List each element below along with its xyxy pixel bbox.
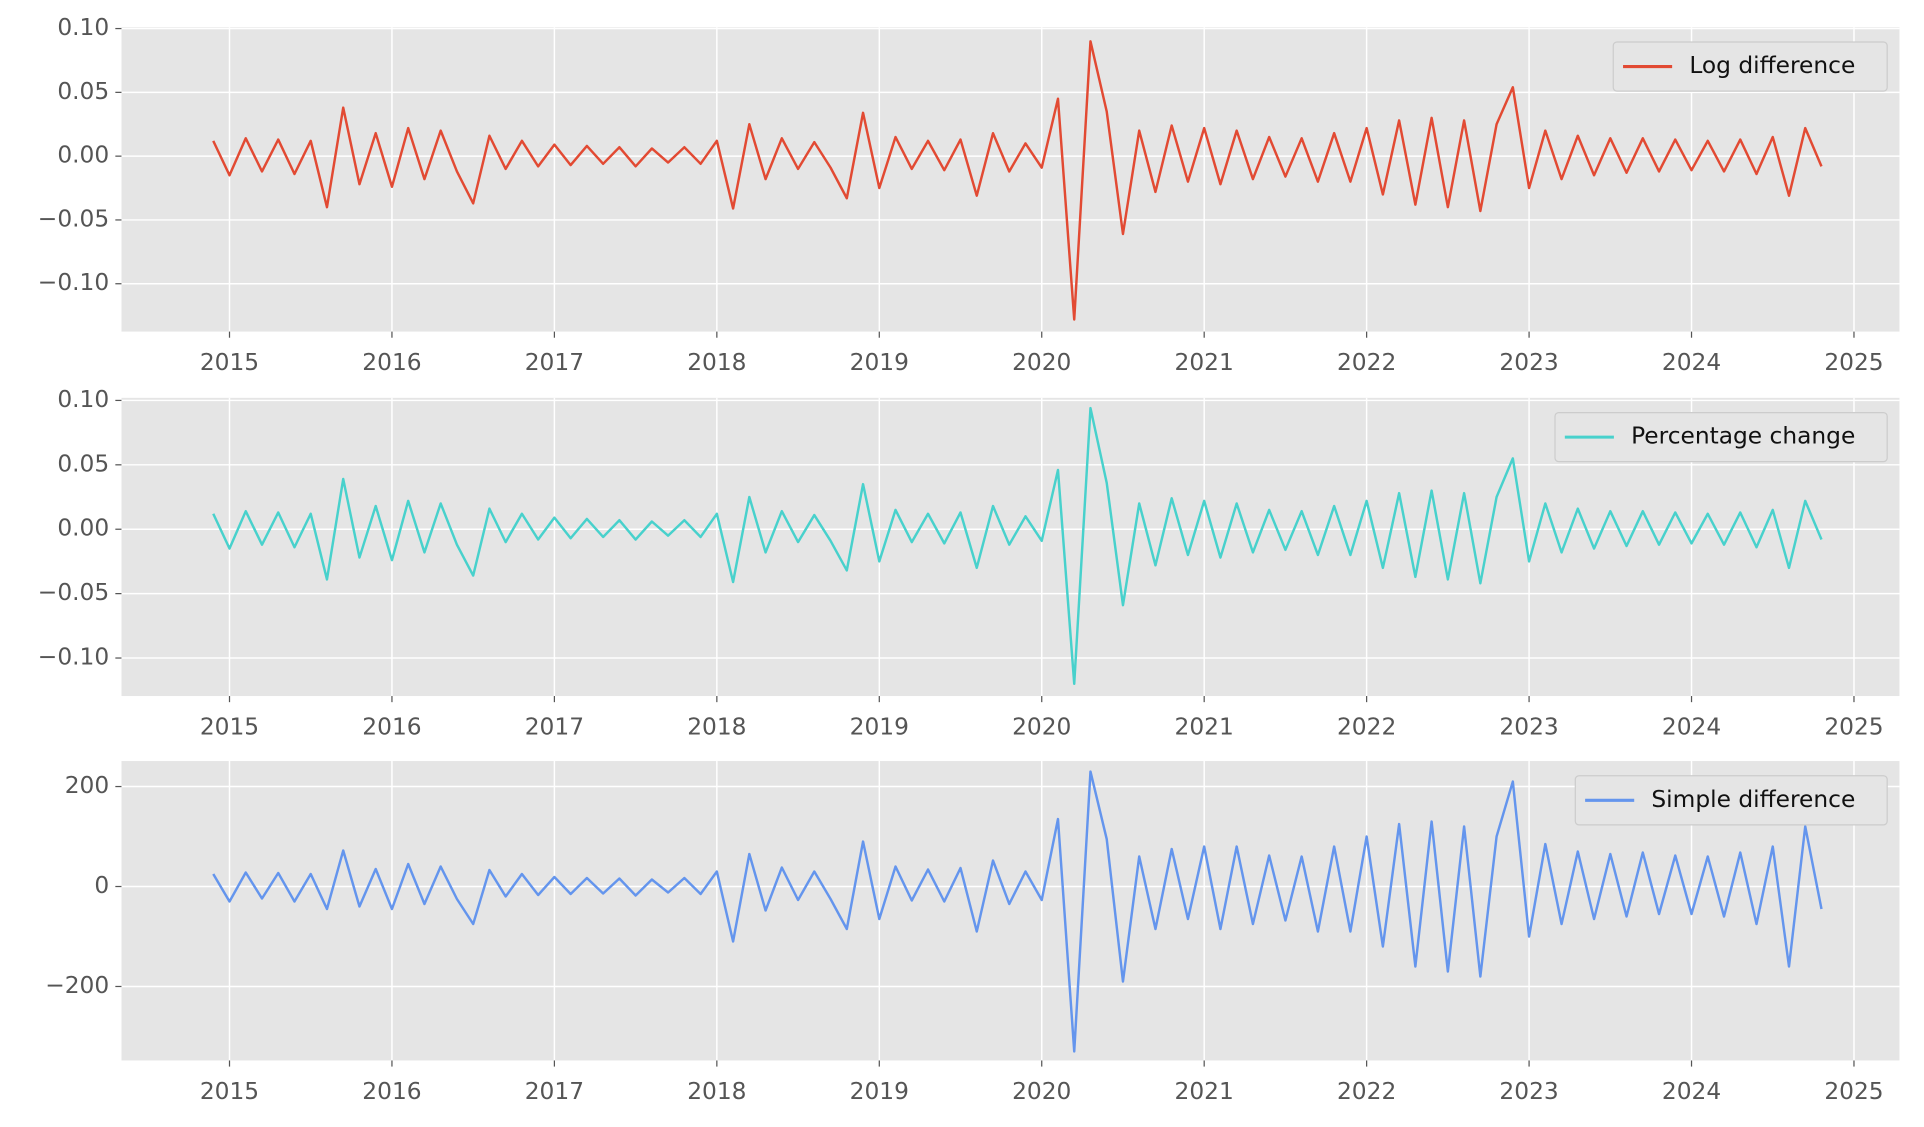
x-tick-label: 2019 bbox=[850, 1078, 909, 1105]
subplot: 2015 2016 2017 2018 2019 2020 2021 2022 2023 2024… bbox=[38, 14, 1900, 376]
legend-label: Percentage change bbox=[1631, 423, 1855, 450]
x-tick-label: 2025 bbox=[1824, 349, 1883, 376]
x-tick-label: 2020 bbox=[1012, 349, 1071, 376]
x-tick-label: 2024 bbox=[1662, 349, 1721, 376]
y-tick-label: 0.00 bbox=[57, 515, 109, 542]
x-tick-label: 2016 bbox=[362, 1078, 421, 1105]
y-tick-label: 0.05 bbox=[57, 78, 109, 105]
x-tick-label: 2019 bbox=[850, 349, 909, 376]
x-tick-label: 2018 bbox=[687, 713, 746, 740]
x-tick-label: 2016 bbox=[362, 713, 421, 740]
x-tick-label: 2019 bbox=[850, 713, 909, 740]
x-tick-label: 2017 bbox=[525, 713, 584, 740]
y-tick-label: −0.10 bbox=[38, 269, 109, 296]
x-tick-label: 2022 bbox=[1337, 1078, 1396, 1105]
x-tick-label: 2021 bbox=[1175, 1078, 1234, 1105]
x-tick-label: 2023 bbox=[1499, 713, 1558, 740]
data-line bbox=[212, 406, 1823, 686]
x-tick-label: 2021 bbox=[1175, 349, 1234, 376]
x-tick-label: 2020 bbox=[1012, 713, 1071, 740]
x-tick-label: 2015 bbox=[200, 1078, 259, 1105]
legend-label: Log difference bbox=[1689, 52, 1855, 79]
x-tick-label: 2015 bbox=[200, 349, 259, 376]
data-line bbox=[212, 770, 1823, 1053]
x-tick-label: 2015 bbox=[200, 713, 259, 740]
x-tick-label: 2022 bbox=[1337, 349, 1396, 376]
x-tick-label: 2025 bbox=[1824, 1078, 1883, 1105]
legend: Percentage change bbox=[1554, 411, 1888, 463]
data-line bbox=[212, 40, 1823, 321]
y-tick-label: 0.00 bbox=[57, 142, 109, 169]
y-tick-label: 200 bbox=[65, 772, 109, 799]
y-tick-label: −0.05 bbox=[38, 205, 109, 232]
x-tick-label: 2023 bbox=[1499, 349, 1558, 376]
subplot: 2015 2016 2017 2018 2019 2020 2021 2022 2023 2024… bbox=[38, 386, 1900, 740]
legend-box bbox=[1612, 41, 1888, 92]
legend-box bbox=[1554, 411, 1888, 463]
legend: Log difference bbox=[1612, 41, 1888, 92]
x-tick-label: 2022 bbox=[1337, 713, 1396, 740]
x-tick-label: 2018 bbox=[687, 349, 746, 376]
y-tick-label: 0.10 bbox=[57, 386, 109, 413]
x-tick-label: 2020 bbox=[1012, 1078, 1071, 1105]
subplot: 2015 2016 2017 2018 2019 2020 2021 2022 2023 2024… bbox=[45, 761, 1900, 1105]
legend-box bbox=[1574, 775, 1888, 826]
x-tick-label: 2018 bbox=[687, 1078, 746, 1105]
legend: Simple difference bbox=[1574, 775, 1888, 826]
x-tick-label: 2017 bbox=[525, 349, 584, 376]
y-tick-label: −200 bbox=[45, 972, 109, 999]
x-tick-label: 2023 bbox=[1499, 1078, 1558, 1105]
y-tick-label: 0 bbox=[94, 872, 109, 899]
x-tick-label: 2024 bbox=[1662, 713, 1721, 740]
plot-background bbox=[121, 27, 1900, 332]
x-tick-label: 2021 bbox=[1175, 713, 1234, 740]
x-tick-label: 2024 bbox=[1662, 1078, 1721, 1105]
y-tick-label: −0.05 bbox=[38, 579, 109, 606]
x-tick-label: 2017 bbox=[525, 1078, 584, 1105]
legend-label: Simple difference bbox=[1651, 786, 1855, 813]
y-tick-label: −0.10 bbox=[38, 644, 109, 671]
y-tick-label: 0.10 bbox=[57, 14, 109, 41]
x-tick-label: 2025 bbox=[1824, 713, 1883, 740]
y-tick-label: 0.05 bbox=[57, 450, 109, 477]
x-tick-label: 2016 bbox=[362, 349, 421, 376]
